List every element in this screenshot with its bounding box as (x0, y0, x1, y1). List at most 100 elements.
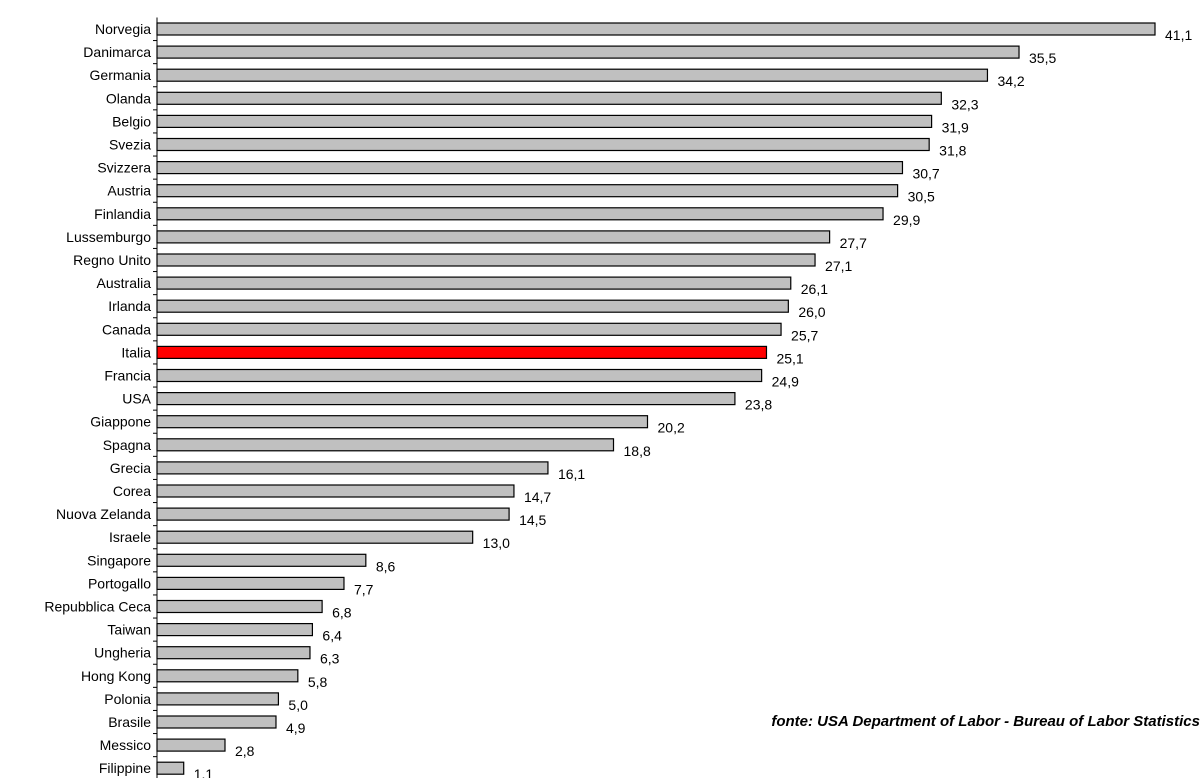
value-label: 26,1 (801, 281, 828, 297)
bar-repubblica-ceca (156, 599, 323, 614)
bar-danimarca (156, 45, 1020, 59)
bar-israele (156, 530, 474, 544)
category-label: Irlanda (108, 298, 151, 314)
value-label: 14,5 (519, 512, 546, 528)
value-label: 6,3 (320, 651, 340, 667)
value-label: 6,8 (332, 605, 352, 621)
bar-belgio (156, 114, 933, 129)
value-label: 26,0 (798, 304, 825, 320)
category-label: Australia (97, 275, 152, 291)
bar-brasile (156, 715, 277, 729)
bar-filippine (156, 761, 185, 775)
bar-australia (156, 276, 792, 290)
value-label: 23,8 (745, 397, 772, 413)
category-label: Germania (90, 67, 152, 83)
value-label: 25,7 (791, 327, 818, 343)
category-label: Singapore (87, 552, 151, 568)
bar-norvegia (156, 22, 1156, 36)
category-label: Svezia (109, 137, 151, 153)
category-label: Norvegia (95, 21, 151, 37)
value-label: 25,1 (776, 350, 803, 366)
category-label: Italia (121, 344, 151, 360)
value-label: 13,0 (483, 535, 510, 551)
bar-svizzera (156, 161, 904, 175)
value-label: 16,1 (558, 466, 585, 482)
category-label: Taiwan (107, 622, 151, 638)
category-label: Brasile (108, 714, 151, 730)
category-label: Corea (113, 483, 151, 499)
bar-francia (156, 368, 763, 383)
bar-portogallo (156, 576, 345, 591)
category-label: Francia (104, 368, 151, 384)
bar-polonia (156, 692, 280, 706)
bar-usa (156, 392, 736, 406)
value-label: 30,5 (908, 189, 935, 205)
category-label: Filippine (99, 760, 151, 776)
bar-canada (156, 322, 782, 336)
category-label: Finlandia (94, 206, 151, 222)
category-label: Belgio (112, 113, 151, 129)
value-label: 31,9 (942, 119, 969, 135)
category-label: Israele (109, 529, 151, 545)
value-label: 29,9 (893, 212, 920, 228)
bar-olanda (156, 91, 942, 105)
bar-regno-unito (156, 253, 816, 267)
value-label: 2,8 (235, 743, 255, 759)
category-label: Repubblica Ceca (44, 599, 151, 615)
category-label: Messico (100, 737, 152, 753)
bar-ungheria (156, 646, 311, 660)
bar-singapore (156, 553, 367, 567)
value-label: 7,7 (354, 581, 374, 597)
bar-irlanda (156, 299, 789, 313)
value-label: 27,1 (825, 258, 852, 274)
bar-germania (156, 68, 989, 82)
category-label: Olanda (106, 90, 151, 106)
value-label: 31,8 (939, 143, 966, 159)
bar-giappone (156, 415, 649, 429)
bar-corea (156, 484, 515, 498)
value-label: 4,9 (286, 720, 306, 736)
bar-hong-kong (156, 669, 299, 683)
category-label: Polonia (104, 691, 151, 707)
value-label: 14,7 (524, 489, 551, 505)
category-label: Regno Unito (73, 252, 151, 268)
category-label: Hong Kong (81, 668, 151, 684)
bar-finlandia (156, 207, 884, 221)
bar-grecia (156, 461, 549, 475)
value-label: 32,3 (951, 96, 978, 112)
value-label: 18,8 (624, 443, 651, 459)
bar-messico (156, 738, 226, 752)
category-label: Austria (107, 183, 151, 199)
category-label: Lussemburgo (66, 229, 151, 245)
value-label: 41,1 (1165, 27, 1192, 43)
value-label: 20,2 (658, 420, 685, 436)
bar-svezia (156, 137, 930, 152)
category-label: USA (122, 391, 151, 407)
value-label: 30,7 (912, 166, 939, 182)
category-label: Giappone (90, 414, 151, 430)
category-label: Svizzera (97, 160, 151, 176)
value-label: 5,0 (288, 697, 308, 713)
value-label: 35,5 (1029, 50, 1056, 66)
value-label: 24,9 (772, 374, 799, 390)
bar-austria (156, 184, 899, 198)
value-label: 6,4 (322, 628, 342, 644)
category-label: Danimarca (83, 44, 151, 60)
category-label: Canada (102, 321, 151, 337)
value-label: 8,6 (376, 558, 396, 574)
source-annotation: fonte: USA Department of Labor - Bureau … (771, 713, 1200, 730)
category-label: Portogallo (88, 575, 151, 591)
category-label: Spagna (103, 437, 151, 453)
bar-italia (156, 345, 768, 359)
bar-nuova-zelanda (156, 507, 510, 521)
bar-spagna (156, 438, 615, 452)
bar-taiwan (156, 622, 314, 637)
value-label: 34,2 (997, 73, 1024, 89)
category-label: Nuova Zelanda (56, 506, 151, 522)
value-label: 1,1 (194, 766, 214, 778)
category-label: Ungheria (94, 645, 151, 661)
bar-lussemburgo (156, 230, 831, 244)
value-label: 27,7 (840, 235, 867, 251)
category-label: Grecia (110, 460, 151, 476)
